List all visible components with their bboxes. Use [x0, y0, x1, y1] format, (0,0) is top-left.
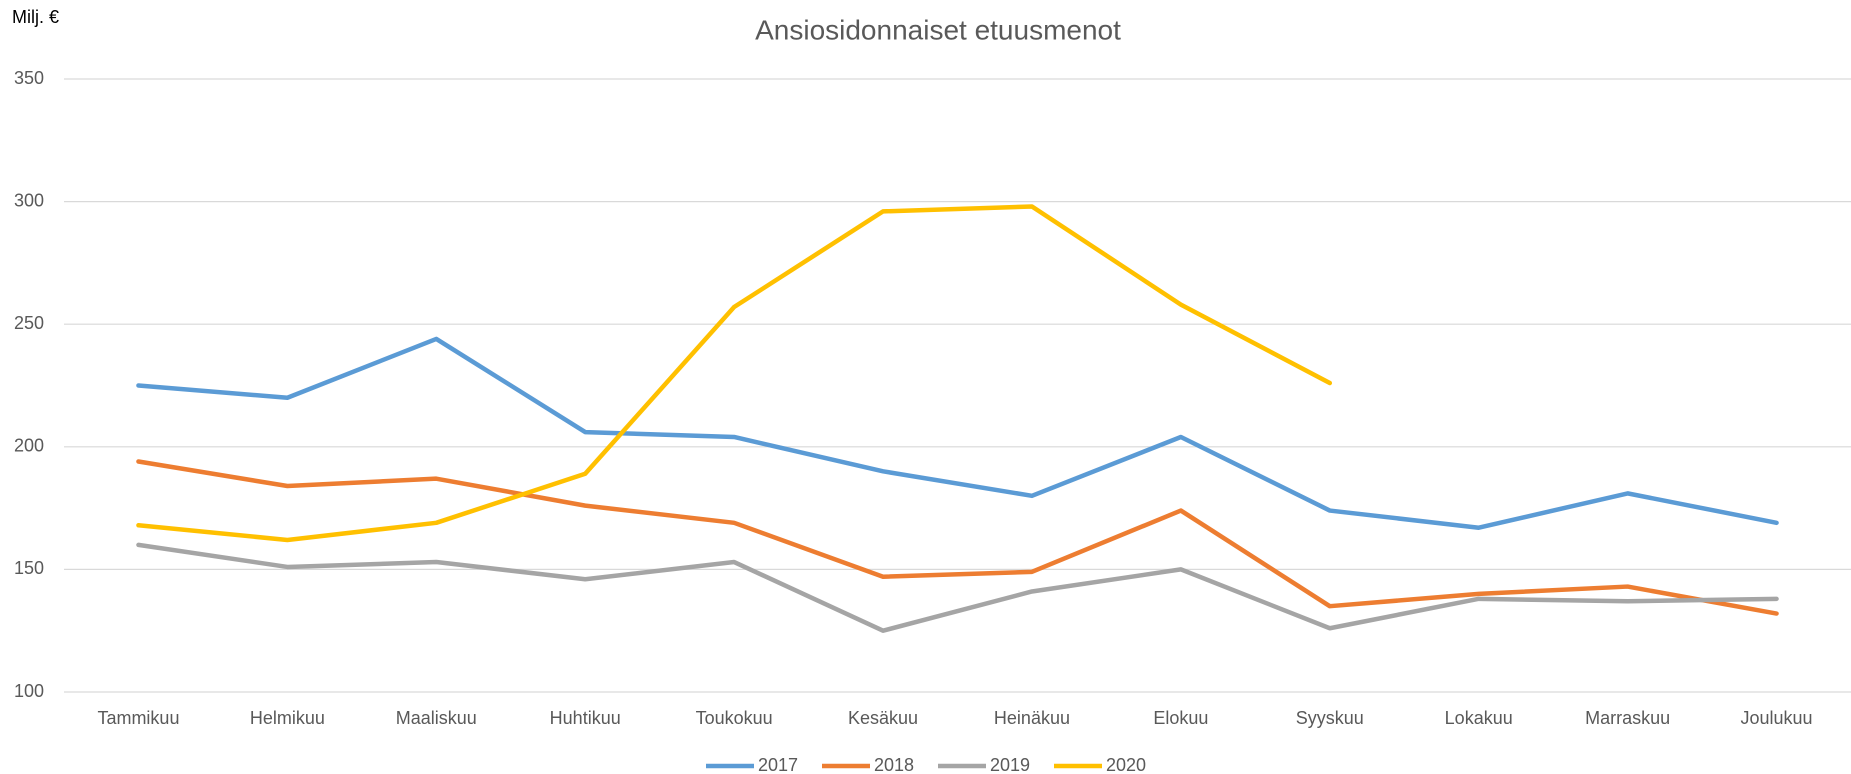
y-tick-label: 100 — [14, 681, 44, 701]
x-tick-label: Heinäkuu — [994, 708, 1070, 728]
y-tick-label: 150 — [14, 558, 44, 578]
y-tick-label: 300 — [14, 190, 44, 210]
line-series — [136, 459, 1779, 616]
x-tick-label: Joulukuu — [1741, 708, 1813, 728]
x-tick-label: Lokakuu — [1445, 708, 1513, 728]
chart-title: Ansiosidonnaiset etuusmenot — [755, 14, 1121, 45]
y-tick-label: 200 — [14, 436, 44, 456]
x-tick-label: Marraskuu — [1585, 708, 1670, 728]
legend-label: 2018 — [874, 755, 914, 774]
x-tick-label: Helmikuu — [250, 708, 325, 728]
x-tick-label: Toukokuu — [696, 708, 773, 728]
x-tick-label: Maaliskuu — [396, 708, 477, 728]
line-series — [136, 542, 1779, 633]
y-tick-label: 250 — [14, 313, 44, 333]
legend-label: 2019 — [990, 755, 1030, 774]
y-axis-label: Milj. € — [12, 7, 59, 27]
x-tick-label: Elokuu — [1153, 708, 1208, 728]
y-tick-label: 350 — [14, 68, 44, 88]
x-tick-label: Huhtikuu — [550, 708, 621, 728]
legend-label: 2020 — [1106, 755, 1146, 774]
x-tick-label: Syyskuu — [1296, 708, 1364, 728]
x-tick-label: Kesäkuu — [848, 708, 918, 728]
line-series — [136, 204, 1333, 543]
x-tick-label: Tammikuu — [97, 708, 179, 728]
line-series — [136, 336, 1779, 530]
legend-label: 2017 — [758, 755, 798, 774]
